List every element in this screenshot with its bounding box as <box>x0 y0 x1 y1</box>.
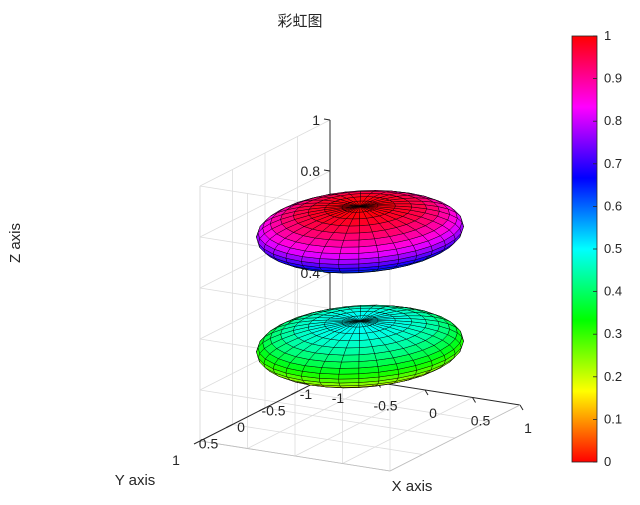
colorbar: 0 0.1 0.2 0.3 0.4 0.5 0.6 0.7 0.8 0.9 1 <box>571 28 622 469</box>
surface-patch <box>321 246 342 254</box>
grid-line <box>199 119 331 187</box>
z-tick-mark <box>323 169 331 172</box>
colorbar-tick-label: 1 <box>604 28 611 43</box>
colorbar-tick-label: 0.9 <box>604 71 622 86</box>
surface-patch <box>338 253 360 260</box>
surface-patch <box>321 361 342 369</box>
surface-1 <box>256 304 464 389</box>
surface-patch <box>339 246 360 254</box>
colorbar-tick-label: 0.7 <box>604 156 622 171</box>
surface-patch <box>341 239 360 248</box>
surface-patch <box>443 203 456 213</box>
x-tick-label: 1 <box>524 420 532 436</box>
y-tick-mark <box>193 440 201 445</box>
surface-patch <box>343 347 360 356</box>
y-tick-label: 0 <box>237 419 245 435</box>
surface-patch <box>339 361 360 369</box>
y-tick-mark <box>291 391 298 395</box>
y-axis-label: Y axis <box>115 472 156 489</box>
z-axis-label: Z axis <box>7 223 24 263</box>
surface-patch <box>319 367 341 375</box>
x-tick-mark <box>472 397 476 403</box>
y-tick-mark <box>258 407 266 412</box>
y-tick-label: -0.5 <box>261 403 285 419</box>
surface-2 <box>256 190 464 274</box>
grid-line <box>342 397 473 464</box>
grid-line <box>199 389 391 421</box>
chart-title: 彩虹图 <box>277 12 322 30</box>
surface-patch <box>338 378 360 384</box>
surfaces <box>256 190 464 389</box>
y-tick-mark <box>226 424 233 428</box>
colorbar-tick-label: 0.1 <box>604 411 622 426</box>
x-tick-label: -1 <box>332 390 345 406</box>
surface-patch <box>443 318 456 328</box>
surface-patch <box>358 346 375 356</box>
surface-patch <box>338 373 360 380</box>
x-axis-label: X axis <box>392 478 433 495</box>
surface-patch <box>319 252 341 260</box>
z-tick-label: 1 <box>312 112 320 128</box>
colorbar-tick-label: 0.2 <box>604 369 622 384</box>
grid-line <box>199 170 331 238</box>
colorbar-tick-label: 0.6 <box>604 198 622 213</box>
surface-patch <box>341 354 360 363</box>
x-tick-label: 0 <box>429 405 437 421</box>
colorbar-tick-label: 0.3 <box>604 326 622 341</box>
grid-line <box>199 272 331 340</box>
y-tick-label: 1 <box>172 452 180 468</box>
surface-patch <box>338 258 360 265</box>
y-tick-label: -1 <box>300 386 313 402</box>
colorbar-tick-label: 0 <box>604 454 611 469</box>
y-tick-label: 0.5 <box>199 436 219 452</box>
surface-patch <box>358 231 375 241</box>
colorbar-tick-label: 0.4 <box>604 284 622 299</box>
grid-line <box>232 424 423 455</box>
x-tick-label: 0.5 <box>471 413 491 429</box>
z-tick-label: 0.8 <box>301 163 321 179</box>
x-tick-label: -0.5 <box>373 398 397 414</box>
colorbar-tick-label: 0.8 <box>604 113 622 128</box>
axis-line <box>199 440 391 472</box>
axis-line <box>389 404 521 472</box>
axes-3d: -1-0.500.51-1-0.500.5100.20.40.60.81 <box>172 112 532 472</box>
surface-patch <box>338 367 360 375</box>
x-tick-mark <box>424 389 429 396</box>
colorbar-gradient <box>571 35 598 463</box>
x-tick-mark <box>519 404 524 411</box>
colorbar-tick-label: 0.5 <box>604 241 622 256</box>
z-tick-mark <box>323 118 331 121</box>
surface-patch <box>343 232 360 241</box>
grid-line <box>264 407 456 439</box>
